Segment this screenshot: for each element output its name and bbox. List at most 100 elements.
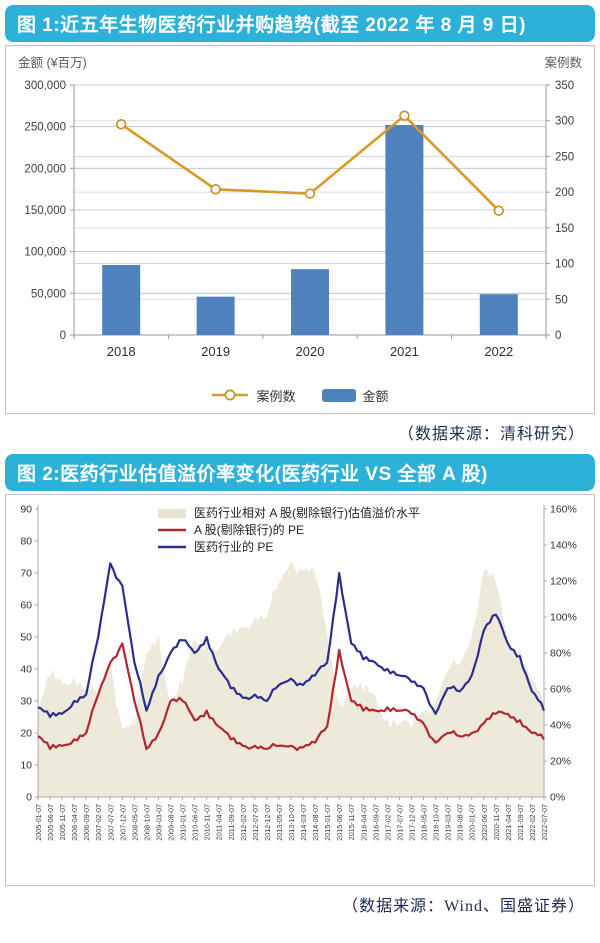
svg-text:2005-06-07: 2005-06-07 <box>46 804 55 841</box>
svg-text:2005-01-07: 2005-01-07 <box>34 804 43 841</box>
figure-1: 图 1:近五年生物医药行业并购趋势(截至 2022 年 8 月 9 日) 金额 … <box>5 5 595 452</box>
svg-text:2007-07-07: 2007-07-07 <box>106 804 115 841</box>
figure1-right-axis-label: 案例数 <box>544 56 582 70</box>
svg-text:2008-10-07: 2008-10-07 <box>142 804 151 841</box>
svg-text:2013-10-07: 2013-10-07 <box>287 804 296 841</box>
svg-text:200,000: 200,000 <box>24 163 66 175</box>
svg-text:A 股(剔除银行)的 PE: A 股(剔除银行)的 PE <box>194 522 304 537</box>
svg-text:2005-11-07: 2005-11-07 <box>58 804 67 840</box>
svg-text:2014-08-07: 2014-08-07 <box>311 804 320 841</box>
svg-text:2016-09-07: 2016-09-07 <box>371 804 380 841</box>
svg-text:350: 350 <box>555 80 574 92</box>
svg-text:80%: 80% <box>550 648 571 660</box>
svg-text:2010-06-07: 2010-06-07 <box>191 804 200 841</box>
svg-text:2015-11-07: 2015-11-07 <box>347 804 356 840</box>
svg-text:70: 70 <box>20 568 32 580</box>
svg-text:0: 0 <box>26 792 32 804</box>
figure2-title: 图 2:医药行业估值溢价率变化(医药行业 VS 全部 A 股) <box>17 464 488 485</box>
svg-text:20: 20 <box>20 728 32 740</box>
pe-premium-chart: 0 10 20 30 40 50 60 70 80 90 0% 20% 40% 60% 80% 100% 120… <box>20 504 577 841</box>
svg-text:2017-12-07: 2017-12-07 <box>407 804 416 841</box>
svg-text:10: 10 <box>20 760 32 772</box>
svg-text:0: 0 <box>60 330 66 342</box>
svg-text:2018: 2018 <box>107 344 136 359</box>
svg-text:2022: 2022 <box>484 344 513 359</box>
svg-text:60: 60 <box>20 600 32 612</box>
svg-text:2021-09-07: 2021-09-07 <box>516 804 525 841</box>
svg-text:医药行业的 PE: 医药行业的 PE <box>194 539 273 554</box>
figure1-legend: 案例数 金额 <box>6 377 594 413</box>
svg-text:0: 0 <box>555 330 561 342</box>
svg-text:100: 100 <box>555 259 574 271</box>
figure2-source: （数据来源：Wind、国盛证券） <box>342 898 585 915</box>
svg-text:60%: 60% <box>550 684 571 696</box>
line-marker-icon <box>212 389 249 401</box>
svg-text:40: 40 <box>20 664 32 676</box>
figure1-source: （数据来源：清科研究） <box>397 426 585 443</box>
svg-text:50,000: 50,000 <box>31 288 66 300</box>
svg-text:80: 80 <box>20 536 32 548</box>
svg-text:120%: 120% <box>550 576 577 588</box>
svg-text:2013-05-07: 2013-05-07 <box>275 804 284 841</box>
svg-text:50: 50 <box>555 294 568 306</box>
svg-text:2007-02-07: 2007-02-07 <box>94 804 103 841</box>
svg-text:90: 90 <box>20 504 32 516</box>
svg-text:2022-07-07: 2022-07-07 <box>540 804 549 841</box>
merger-trend-chart: 0 50,000 100,000 150,000 200,000 250,000 300,0… <box>24 80 574 359</box>
svg-text:2012-12-07: 2012-12-07 <box>263 804 272 841</box>
figure1-chart-box: 金额 (¥百万) 案例数 0 50,000 100,000 150,000 200,00… <box>5 45 595 414</box>
svg-text:30: 30 <box>20 696 32 708</box>
svg-text:100%: 100% <box>550 612 577 624</box>
figure1-title-bar: 图 1:近五年生物医药行业并购趋势(截至 2022 年 8 月 9 日) <box>5 5 595 42</box>
svg-text:300: 300 <box>555 116 574 128</box>
svg-text:2015-01-07: 2015-01-07 <box>323 804 332 841</box>
svg-text:2021-04-07: 2021-04-07 <box>504 804 513 841</box>
svg-text:2020-06-07: 2020-06-07 <box>480 804 489 841</box>
svg-text:2010-11-07: 2010-11-07 <box>203 804 212 840</box>
svg-text:50: 50 <box>20 632 32 644</box>
figure1-left-axis-label: 金额 (¥百万) <box>18 56 87 70</box>
svg-text:2006-09-07: 2006-09-07 <box>82 804 91 841</box>
svg-text:2010-01-07: 2010-01-07 <box>179 804 188 841</box>
svg-text:2020: 2020 <box>296 344 325 359</box>
svg-text:2018-05-07: 2018-05-07 <box>420 804 429 841</box>
svg-text:2020-11-07: 2020-11-07 <box>492 804 501 840</box>
svg-text:2019: 2019 <box>201 344 230 359</box>
svg-text:2017-07-07: 2017-07-07 <box>395 804 404 841</box>
svg-text:2009-08-07: 2009-08-07 <box>167 804 176 841</box>
svg-text:2012-02-07: 2012-02-07 <box>239 804 248 841</box>
svg-text:40%: 40% <box>550 720 571 732</box>
figure2-title-bar: 图 2:医药行业估值溢价率变化(医药行业 VS 全部 A 股) <box>5 454 595 491</box>
svg-text:2015-06-07: 2015-06-07 <box>335 804 344 841</box>
svg-text:140%: 140% <box>550 540 577 552</box>
svg-text:2018-10-07: 2018-10-07 <box>432 804 441 841</box>
svg-text:2020-01-07: 2020-01-07 <box>468 804 477 841</box>
svg-text:2011-04-07: 2011-04-07 <box>215 804 224 840</box>
svg-text:2017-02-07: 2017-02-07 <box>383 804 392 841</box>
svg-text:2019-08-07: 2019-08-07 <box>456 804 465 841</box>
svg-text:160%: 160% <box>550 504 577 516</box>
figure-2: 图 2:医药行业估值溢价率变化(医药行业 VS 全部 A 股) 0 10 20 30 4… <box>5 454 595 924</box>
svg-text:300,000: 300,000 <box>24 80 66 92</box>
svg-text:2011-09-07: 2011-09-07 <box>227 804 236 840</box>
svg-text:2008-05-07: 2008-05-07 <box>130 804 139 841</box>
figure1-title: 图 1:近五年生物医药行业并购趋势(截至 2022 年 8 月 9 日) <box>17 15 526 36</box>
legend-label-amount: 金额 <box>362 388 389 404</box>
bar-swatch-icon <box>321 388 356 402</box>
svg-text:2006-04-07: 2006-04-07 <box>70 804 79 841</box>
legend-item-cases: 案例数 <box>211 386 296 405</box>
svg-text:2021: 2021 <box>390 344 419 359</box>
figure2-chart-box: 0 10 20 30 40 50 60 70 80 90 0% 20% 40% 60% 80% 100% 120… <box>5 494 595 886</box>
svg-text:2022-02-07: 2022-02-07 <box>528 804 537 841</box>
svg-text:250: 250 <box>555 151 574 163</box>
svg-text:2007-12-07: 2007-12-07 <box>118 804 127 841</box>
svg-text:2019-03-07: 2019-03-07 <box>444 804 453 841</box>
legend-label-cases: 案例数 <box>256 388 296 404</box>
svg-text:250,000: 250,000 <box>24 122 66 134</box>
svg-text:2009-03-07: 2009-03-07 <box>154 804 163 841</box>
svg-text:2014-03-07: 2014-03-07 <box>299 804 308 841</box>
svg-text:0%: 0% <box>550 792 565 804</box>
svg-text:200: 200 <box>555 187 574 199</box>
svg-text:2012-07-07: 2012-07-07 <box>251 804 260 841</box>
